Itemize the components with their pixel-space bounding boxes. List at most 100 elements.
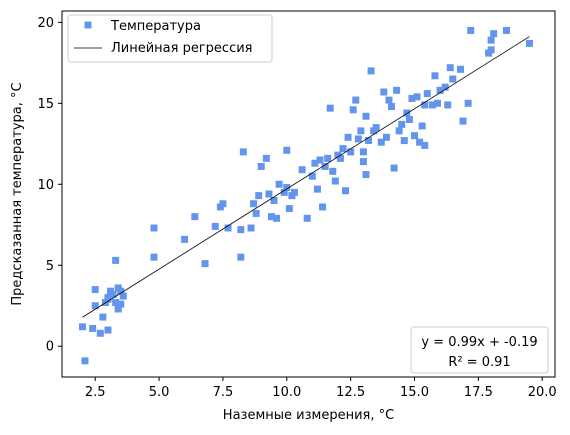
data-point xyxy=(464,99,472,107)
data-point xyxy=(255,192,263,200)
data-point xyxy=(428,101,436,109)
data-point xyxy=(357,127,365,135)
data-point xyxy=(395,127,403,135)
data-point xyxy=(96,329,104,337)
data-point xyxy=(393,86,401,94)
data-point xyxy=(423,90,431,98)
data-point xyxy=(283,146,291,154)
data-point xyxy=(112,256,120,264)
x-axis-label: Наземные измерения, °C xyxy=(223,408,394,423)
data-point xyxy=(181,235,189,243)
legend-label-temperature: Температура xyxy=(110,19,201,34)
data-point xyxy=(441,83,449,91)
data-point xyxy=(347,148,355,156)
data-point xyxy=(525,39,533,47)
data-point xyxy=(380,88,388,96)
data-point xyxy=(362,171,370,179)
data-point xyxy=(408,94,416,102)
data-point xyxy=(329,167,337,175)
data-point xyxy=(405,116,413,123)
data-point xyxy=(308,172,316,180)
data-point xyxy=(326,104,334,112)
x-tick-label: 17.5 xyxy=(464,385,493,400)
data-point xyxy=(382,133,390,141)
data-point xyxy=(316,156,324,164)
y-tick-label: 5 xyxy=(46,259,54,274)
scatter-points xyxy=(78,26,533,365)
x-tick-label: 7.5 xyxy=(213,385,234,400)
data-point xyxy=(354,135,362,143)
data-point xyxy=(385,96,393,104)
data-point xyxy=(390,164,398,172)
data-point xyxy=(298,166,306,174)
data-point xyxy=(311,159,319,167)
legend-label-regression: Линейная регрессия xyxy=(111,41,252,56)
data-point xyxy=(398,120,406,128)
data-point xyxy=(81,357,89,365)
data-point xyxy=(89,324,97,332)
data-point xyxy=(418,122,426,130)
data-point xyxy=(362,112,370,120)
y-tick-label: 10 xyxy=(37,178,54,193)
data-point xyxy=(342,187,350,195)
data-point xyxy=(367,67,375,75)
y-tick-label: 15 xyxy=(37,97,54,112)
data-point xyxy=(117,287,125,295)
data-point xyxy=(487,46,495,54)
y-tick-label: 20 xyxy=(37,16,54,31)
data-point xyxy=(446,64,454,72)
data-point xyxy=(112,299,120,306)
data-point xyxy=(285,205,293,213)
data-point xyxy=(324,154,332,162)
data-point xyxy=(344,133,352,141)
regression-line xyxy=(82,36,530,318)
data-point xyxy=(219,200,227,208)
x-tick-label: 5.0 xyxy=(149,385,170,400)
data-point xyxy=(247,224,255,232)
data-point xyxy=(119,292,127,300)
data-point xyxy=(109,290,117,298)
data-point xyxy=(283,184,291,192)
legend-box xyxy=(67,14,273,63)
regression-annotation: y = 0.99x + -0.19 R² = 0.91 xyxy=(410,326,549,374)
y-tick-label: 0 xyxy=(46,340,54,355)
data-point xyxy=(117,300,125,308)
data-point xyxy=(257,162,265,170)
data-point xyxy=(262,154,270,162)
data-point xyxy=(421,101,429,109)
data-point xyxy=(502,26,510,34)
x-tick-label: 10.0 xyxy=(272,385,301,400)
regression-r2: R² = 0.91 xyxy=(448,355,510,370)
data-point xyxy=(91,302,99,310)
data-point xyxy=(403,109,411,117)
annotation-box xyxy=(410,326,549,374)
data-point xyxy=(290,188,298,196)
data-point xyxy=(91,286,99,294)
data-point xyxy=(434,99,441,107)
data-point xyxy=(413,93,421,101)
data-point xyxy=(191,213,199,221)
data-point xyxy=(352,96,360,104)
data-point xyxy=(237,226,245,234)
data-point xyxy=(456,65,464,73)
data-point xyxy=(336,154,344,162)
data-point xyxy=(99,313,107,321)
data-point xyxy=(237,253,245,261)
data-point xyxy=(224,224,232,232)
plot-frame xyxy=(61,10,556,378)
data-point xyxy=(239,148,247,156)
data-point xyxy=(400,137,408,145)
data-point xyxy=(388,103,396,111)
regression-line-layer xyxy=(82,36,530,318)
data-point xyxy=(339,145,347,153)
data-point xyxy=(459,117,467,125)
data-point xyxy=(250,200,258,208)
x-tick-label: 2.5 xyxy=(85,385,106,400)
data-point xyxy=(411,132,419,140)
data-point xyxy=(275,180,283,188)
data-point xyxy=(313,185,321,193)
data-point xyxy=(273,214,281,222)
x-tick-label: 20.0 xyxy=(528,385,557,400)
data-point xyxy=(431,72,439,80)
